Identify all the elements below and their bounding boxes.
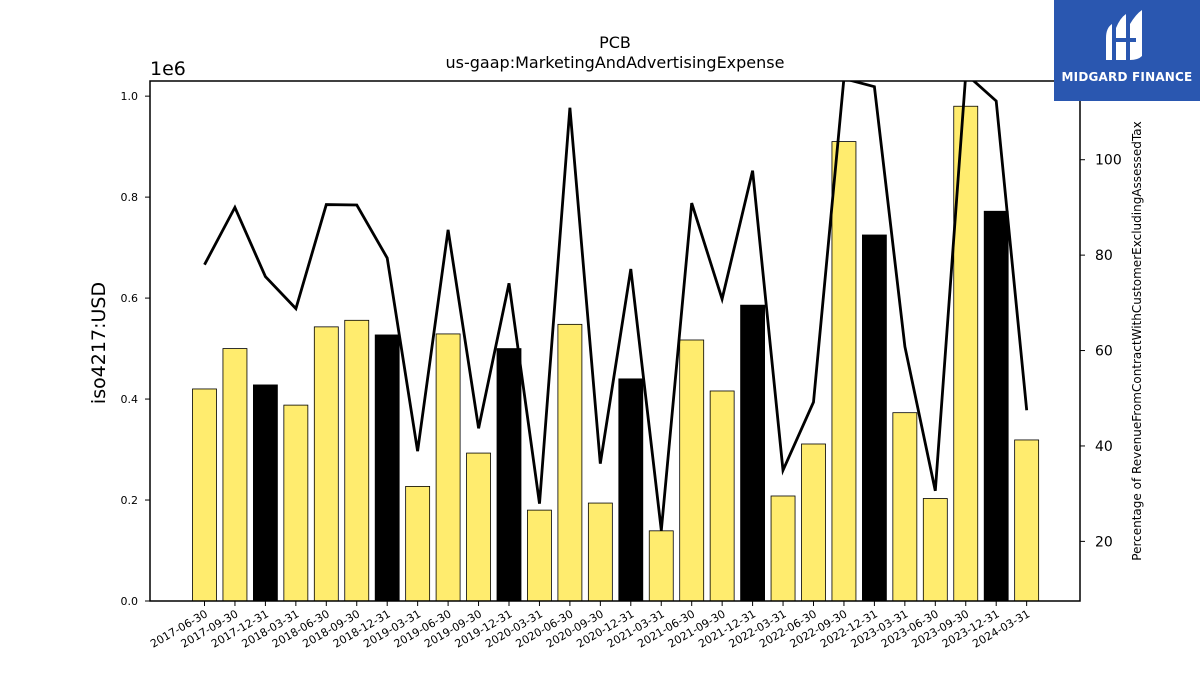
bar-2022-12-31	[862, 234, 887, 601]
bar-2018-06-30	[313, 326, 339, 601]
y-tick-label: 0.8	[121, 191, 139, 204]
bar-2018-12-31	[374, 334, 400, 601]
y2-tick-label: 40	[1095, 439, 1113, 455]
brand-name: MIDGARD FINANCE	[1061, 70, 1193, 84]
bar-series	[192, 105, 1040, 601]
bar-2018-09-30	[344, 319, 370, 601]
bar-2020-03-31	[527, 509, 552, 601]
brand-logo: MIDGARD FINANCE	[1054, 0, 1200, 101]
bar-2017-06-30	[192, 388, 217, 601]
line-series	[203, 81, 1029, 531]
y-tick-label: 0.4	[121, 393, 139, 406]
bar-2024-03-31	[1014, 439, 1040, 601]
bar-2019-06-30	[435, 333, 461, 601]
y2-axis-label: Percentage of RevenueFromContractWithCus…	[1130, 121, 1144, 560]
y-offset-label: 1e6	[150, 58, 186, 80]
bar-2023-03-31	[892, 412, 918, 601]
y2-tick-label: 80	[1095, 248, 1113, 264]
y-tick-label: 1.0	[121, 90, 139, 103]
bar-2019-09-30	[466, 452, 491, 601]
bar-2017-09-30	[222, 348, 248, 601]
chart-title: PCB	[599, 33, 631, 52]
chart-subtitle: us-gaap:MarketingAndAdvertisingExpense	[446, 53, 785, 72]
y2-tick-label: 20	[1095, 534, 1113, 550]
bar-2022-03-31	[770, 495, 796, 601]
y2-tick-label: 60	[1095, 344, 1113, 360]
y-tick-label: 0.6	[121, 292, 139, 305]
bar-2019-12-31	[496, 348, 522, 601]
bar-2020-09-30	[587, 502, 613, 601]
bar-2021-12-31	[740, 304, 765, 601]
bar-2021-06-30	[679, 339, 705, 601]
bar-2019-03-31	[405, 485, 431, 601]
bar-2023-06-30	[922, 498, 948, 601]
line-percentage	[203, 81, 1029, 531]
bar-2021-03-31	[648, 530, 674, 601]
bar-2020-06-30	[557, 323, 583, 601]
bar-2023-12-31	[983, 210, 1009, 601]
bar-2018-03-31	[283, 404, 309, 601]
y-tick-label: 0.2	[121, 494, 139, 507]
bar-2022-06-30	[801, 443, 826, 601]
bar-2021-09-30	[709, 390, 735, 601]
bar-2020-12-31	[618, 378, 644, 601]
bar-2022-09-30	[831, 141, 857, 601]
y-axis-label: iso4217:USD	[88, 282, 110, 404]
bar-2017-12-31	[252, 384, 278, 601]
y-tick-label: 0.0	[121, 595, 139, 608]
plot-frame	[149, 80, 1081, 602]
brand-mark-icon	[1106, 10, 1142, 60]
y2-tick-label: 100	[1095, 153, 1122, 169]
